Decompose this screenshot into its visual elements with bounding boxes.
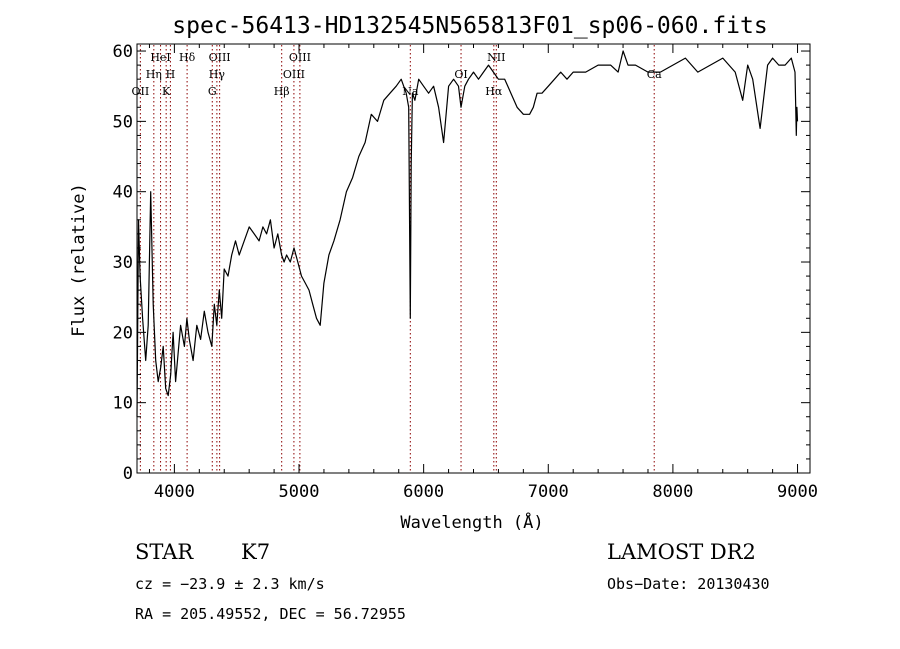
marker-label: OI	[454, 68, 467, 81]
y-tick-label: 40	[113, 183, 133, 203]
marker-label: OIII	[283, 68, 305, 81]
y-axis-label: Flux (relative)	[69, 183, 89, 337]
marker-label: H	[166, 68, 176, 81]
marker-label: Hγ	[209, 68, 226, 81]
y-tick-label: 30	[113, 253, 133, 273]
class-label: STAR	[135, 540, 194, 564]
survey-label: LAMOST DR2	[607, 540, 756, 564]
y-tick-label: 10	[113, 394, 133, 414]
marker-label: Hβ	[274, 85, 290, 98]
y-tick-label: 20	[113, 323, 133, 343]
obs-date-label: Obs−Date: 20130430	[607, 575, 770, 593]
spectrum-series	[136, 50, 799, 417]
x-tick-label: 5000	[279, 482, 320, 502]
x-tick-label: 8000	[652, 482, 693, 502]
marker-label: G	[208, 85, 217, 98]
x-tick-label: 9000	[777, 482, 818, 502]
y-tick-label: 60	[113, 42, 133, 62]
marker-label: NII	[487, 51, 505, 64]
marker-label: Hη	[146, 68, 162, 81]
marker-label: OIII	[289, 51, 311, 64]
marker-label: Ca	[647, 68, 662, 81]
y-axis-ticks: 0 10 20 30 40 50 60	[113, 42, 810, 484]
cz-label: cz = −23.9 ± 2.3 km/s	[135, 575, 325, 593]
marker-label: Hδ	[179, 51, 196, 64]
x-tick-label: 4000	[154, 482, 195, 502]
y-tick-label: 0	[123, 464, 133, 484]
x-axis-label: Wavelength (Å)	[400, 511, 543, 533]
chart-title: spec-56413-HD132545N565813F01_sp06-060.f…	[172, 13, 767, 39]
x-tick-label: 7000	[528, 482, 569, 502]
marker-label: Hα	[485, 85, 503, 98]
radec-label: RA = 205.49552, DEC = 56.72955	[135, 605, 406, 623]
x-axis-ticks: 4000 5000 6000 7000 8000 9000	[148, 44, 818, 502]
marker-label: K	[162, 85, 171, 98]
spectrum-line	[136, 50, 799, 417]
y-tick-label: 50	[113, 112, 133, 132]
x-tick-label: 6000	[403, 482, 444, 502]
subclass-label: K7	[241, 540, 270, 564]
marker-label: OII	[132, 85, 150, 98]
marker-label: OIII	[209, 51, 231, 64]
